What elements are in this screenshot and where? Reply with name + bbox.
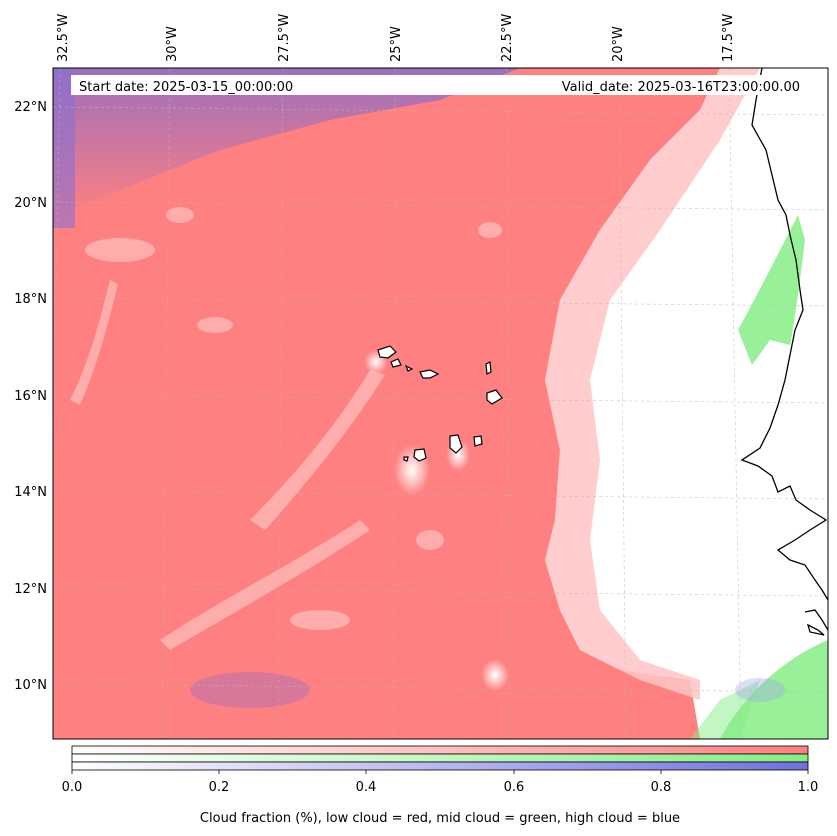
lon-label: 25°W: [389, 26, 404, 62]
cape-verde-islands: [377, 345, 503, 462]
lon-label: 27.5°W: [277, 14, 292, 62]
mid-cloud-patches: [690, 215, 828, 739]
lon-label: 22.5°W: [500, 14, 515, 62]
africa-coastline: [740, 68, 828, 636]
low-cloud-fringe: [545, 68, 760, 700]
map-frame: [52, 67, 829, 740]
colorbar-title: Cloud fraction (%), low cloud = red, mid…: [200, 811, 680, 826]
lat-label: 20°N: [14, 196, 47, 211]
colorbar-high-cloud: [71, 761, 809, 771]
valid-date-label: Valid_date: 2025-03-16T23:00:00.00: [562, 80, 800, 95]
lat-label: 14°N: [14, 485, 47, 500]
lon-label: 32.5°W: [56, 14, 71, 62]
lon-label: 30°W: [165, 26, 180, 62]
info-bar: [71, 75, 810, 95]
cloud-streaks: [70, 207, 502, 650]
gridlines: [53, 68, 828, 739]
map-panel: [53, 68, 828, 739]
colorbar-tick: 0.0: [62, 780, 83, 795]
start-date-label: Start date: 2025-03-15_00:00:00: [79, 80, 293, 95]
low-cloud-field: [53, 68, 720, 739]
lat-label: 12°N: [14, 582, 47, 597]
colorbar: 0.0 0.2 0.4 0.6 0.8 1.0 Cloud fraction (…: [62, 745, 819, 826]
lon-label: 17.5°W: [721, 14, 736, 62]
lon-label: 20°W: [611, 26, 626, 62]
colorbar-tick: 1.0: [798, 780, 819, 795]
colorbar-tick: 0.2: [209, 780, 230, 795]
longitude-labels: 32.5°W 30°W 27.5°W 25°W 22.5°W 20°W 17.5…: [56, 14, 736, 62]
lat-label: 18°N: [14, 292, 47, 307]
colorbar-tick: 0.6: [504, 780, 525, 795]
colorbar-mid-cloud: [71, 753, 809, 763]
colorbar-tick: 0.8: [651, 780, 672, 795]
lat-label: 16°N: [14, 389, 47, 404]
lat-label: 10°N: [14, 678, 47, 693]
latitude-labels: 22°N 20°N 18°N 16°N 14°N 12°N 10°N: [14, 100, 47, 693]
colorbar-low-cloud: [71, 745, 809, 755]
lat-label: 22°N: [14, 100, 47, 115]
colorbar-tick: 0.4: [356, 780, 377, 795]
